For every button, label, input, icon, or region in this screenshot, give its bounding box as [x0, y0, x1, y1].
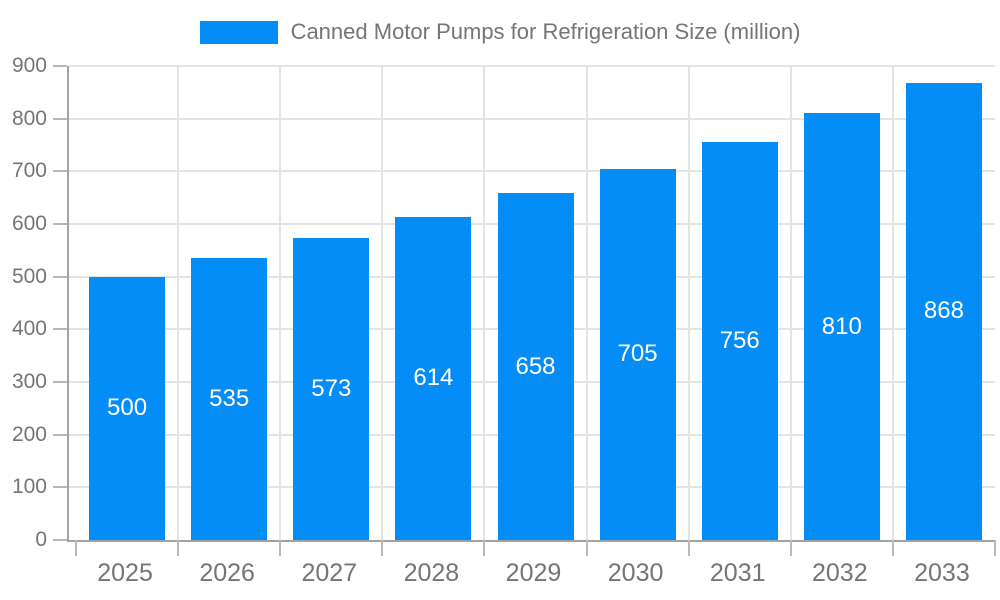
bar-value-label: 614 — [413, 364, 454, 392]
bar-2026[interactable]: 535 — [191, 258, 268, 540]
y-axis-tick — [53, 381, 67, 383]
bar-2029[interactable]: 658 — [497, 193, 574, 540]
bar-2027[interactable]: 573 — [293, 238, 370, 540]
x-axis-tick — [687, 540, 690, 556]
y-axis-tick-label: 0 — [35, 528, 47, 551]
bar-2033[interactable]: 868 — [905, 82, 982, 540]
gridline-vertical — [483, 66, 486, 540]
legend-swatch-icon — [199, 20, 278, 44]
gridline-vertical — [177, 66, 180, 540]
x-axis-tick — [994, 540, 996, 556]
bar-2031[interactable]: 756 — [701, 141, 778, 540]
x-axis-tick-label: 2029 — [505, 559, 562, 587]
y-axis-tick — [53, 328, 67, 331]
bar-2030[interactable]: 705 — [599, 168, 676, 540]
plot-area: 500 535 573 614 658 705 756 810 868 — [53, 65, 996, 556]
legend[interactable]: Canned Motor Pumps for Refrigeration Siz… — [0, 19, 1000, 45]
bar-value-label: 810 — [821, 312, 862, 340]
legend-label: Canned Motor Pumps for Refrigeration Siz… — [290, 19, 801, 44]
gridline-vertical — [279, 66, 282, 540]
y-axis-tick-label: 300 — [11, 370, 47, 393]
x-axis-tick — [279, 540, 282, 556]
x-axis-tick — [585, 540, 588, 556]
y-axis-tick-label: 600 — [11, 212, 47, 235]
bar-value-label: 705 — [617, 340, 658, 368]
y-axis-tick — [53, 433, 67, 436]
x-axis-tick-label: 2028 — [403, 559, 460, 587]
gridline-vertical — [789, 66, 792, 540]
gridline-horizontal — [69, 170, 995, 173]
x-axis-tick — [483, 540, 486, 556]
x-axis-tick — [381, 540, 384, 556]
bar-value-label: 573 — [311, 375, 352, 403]
x-axis-tick-label: 2030 — [607, 559, 664, 587]
x-axis-tick-label: 2026 — [199, 559, 255, 587]
y-axis-tick-label: 500 — [11, 264, 47, 288]
gridline-vertical — [585, 66, 588, 540]
bar-value-label: 500 — [107, 394, 148, 422]
gridline-horizontal — [69, 65, 995, 68]
y-axis-tick-label: 200 — [11, 422, 47, 446]
y-axis-tick — [53, 223, 67, 225]
y-axis-tick — [53, 539, 67, 541]
y-axis-tick — [53, 170, 67, 173]
y-axis-tick — [53, 65, 67, 68]
x-axis-tick-label: 2027 — [301, 559, 358, 587]
y-axis-tick — [53, 486, 67, 489]
y-axis-tick-label: 100 — [11, 475, 47, 499]
gridline-horizontal — [69, 117, 995, 120]
x-axis-tick — [75, 540, 77, 556]
x-axis-tick-label: 2033 — [914, 559, 970, 587]
x-axis-tick — [177, 540, 180, 556]
y-axis-tick-label: 800 — [11, 106, 47, 130]
y-axis: 0 100 200 300 400 500 600 700 800 900 — [0, 54, 47, 551]
gridline-vertical — [687, 66, 690, 540]
x-axis-tick-label: 2025 — [97, 559, 153, 587]
bar-value-label: 535 — [209, 385, 250, 413]
bar-value-label: 868 — [923, 297, 964, 325]
bar-2025[interactable]: 500 — [89, 276, 166, 540]
bar-value-label: 658 — [515, 352, 556, 380]
bar-2032[interactable]: 810 — [803, 113, 880, 540]
gridline-vertical — [381, 66, 384, 540]
x-axis-tick — [891, 540, 894, 556]
bar-value-label: 756 — [719, 326, 760, 354]
y-axis-tick-label: 900 — [11, 54, 47, 77]
x-axis: 2025 2026 2027 2028 2029 2030 2031 2032 2033 — [0, 558, 1000, 590]
y-axis-tick-label: 700 — [11, 159, 47, 183]
gridline-vertical — [891, 66, 894, 540]
y-axis-tick — [53, 275, 67, 278]
y-axis-tick — [53, 117, 67, 120]
x-axis-tick-label: 2032 — [812, 559, 868, 587]
bar-2028[interactable]: 614 — [395, 216, 472, 540]
x-axis-tick-label: 2031 — [709, 559, 766, 587]
x-axis-tick — [789, 540, 792, 556]
y-axis-tick-label: 400 — [11, 317, 47, 341]
